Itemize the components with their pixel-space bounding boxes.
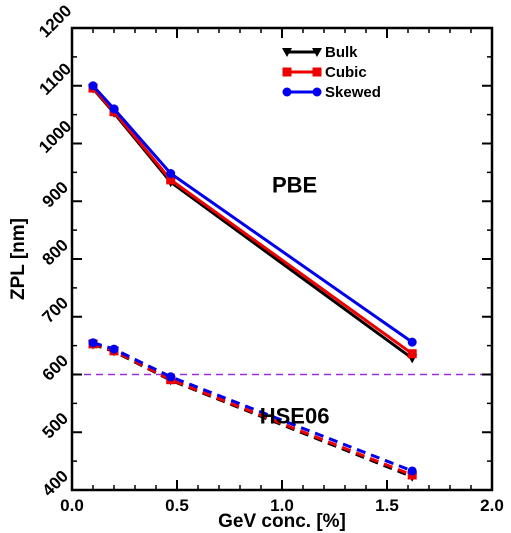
series-cubic-pbe-point	[166, 175, 176, 185]
legend-marker-cubic	[282, 67, 292, 77]
legend-marker-bulk	[282, 48, 292, 57]
series-cubic-hse06-line	[92, 342, 413, 477]
x-tick-label: 1.0	[270, 496, 294, 515]
annotation-hse06: HSE06	[260, 404, 330, 429]
legend-label-skewed: Skewed	[325, 84, 381, 101]
y-tick-label: 400	[39, 467, 72, 500]
x-tick-label: 2.0	[480, 496, 504, 515]
legend: Bulk Cubic Skewed	[282, 44, 381, 101]
series-skewed-pbe-line	[91, 84, 414, 344]
series-skewed-pbe-point	[88, 81, 98, 91]
x-axis-label: GeV conc. [%]	[218, 511, 346, 532]
series-skewed-hse06	[88, 338, 417, 476]
series-cubic-pbe-point	[407, 349, 417, 359]
y-tick-label: 1100	[36, 59, 76, 99]
series-skewed-hse06-point	[407, 466, 417, 476]
y-tick-labels: 400 500 600 700 800 900 1000 1100 1200	[35, 1, 75, 500]
series-skewed-pbe-point	[166, 169, 176, 179]
legend-marker-cubic	[312, 67, 322, 77]
annotation-pbe: PBE	[272, 173, 317, 198]
series-skewed-hse06-point	[166, 372, 176, 382]
series-skewed-hse06-point	[88, 338, 98, 348]
legend-markers	[282, 48, 322, 97]
series-skewed-pbe-point	[109, 104, 119, 114]
x-tick-label: 0.0	[60, 496, 84, 515]
x-tick-label: 1.5	[375, 496, 399, 515]
legend-marker-bulk	[312, 48, 322, 57]
y-axis-label: ZPL [nm]	[8, 218, 29, 300]
series-skewed-pbe	[88, 81, 417, 347]
y-tick-label: 600	[39, 351, 72, 384]
x-tick-label: 0.5	[165, 496, 189, 515]
legend-label-bulk: Bulk	[325, 44, 358, 61]
legend-label-cubic: Cubic	[325, 64, 367, 81]
series-skewed-hse06-line	[92, 341, 413, 473]
y-tick-label: 1000	[35, 117, 75, 157]
legend-marker-skewed	[282, 87, 292, 97]
y-tick-label: 1200	[35, 1, 75, 41]
tick-layer	[71, 27, 493, 491]
y-tick-label: 500	[39, 409, 72, 442]
series-layer	[88, 81, 418, 482]
legend-marker-skewed	[312, 87, 322, 97]
y-tick-label: 800	[39, 236, 72, 269]
series-cubic-pbe-line	[91, 87, 414, 355]
x-tick-labels: 0.0 0.5 1.0 1.5 2.0	[60, 496, 504, 515]
series-cubic-pbe	[88, 83, 417, 359]
y-tick-label: 700	[39, 293, 72, 326]
series-skewed-hse06-point	[109, 344, 119, 354]
series-skewed-pbe-point	[407, 337, 417, 347]
y-tick-label: 900	[39, 178, 72, 211]
